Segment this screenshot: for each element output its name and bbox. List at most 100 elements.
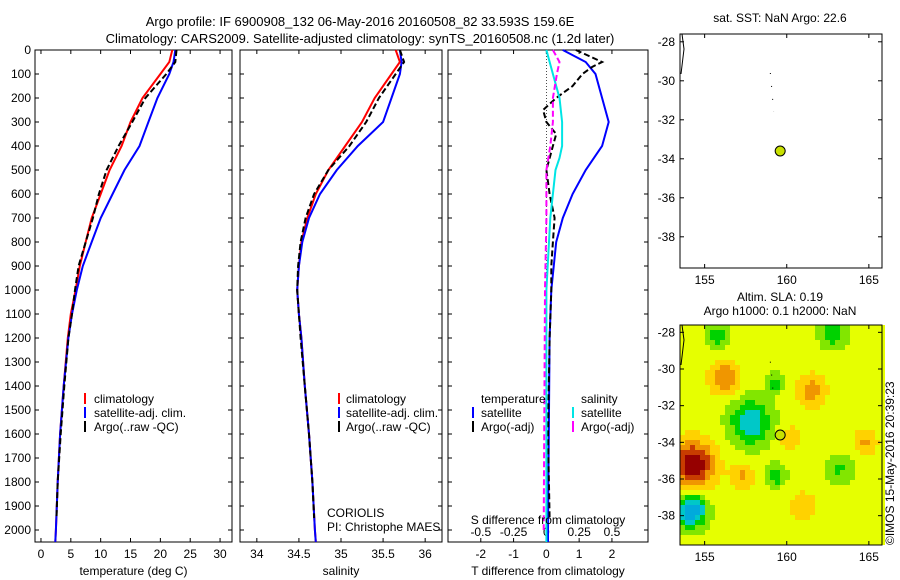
sla-cell xyxy=(775,540,780,545)
sla-cell xyxy=(690,355,695,360)
sla-cell xyxy=(680,510,685,515)
y-tick-label: 1700 xyxy=(4,451,31,465)
sla-cell xyxy=(755,375,760,380)
sla-cell xyxy=(790,365,795,370)
sla-cell xyxy=(705,505,710,510)
sla-cell xyxy=(830,420,835,425)
sla-cell xyxy=(680,535,685,540)
sla-cell xyxy=(825,365,830,370)
sla-cell xyxy=(760,540,765,545)
sla-cell xyxy=(855,485,860,490)
sla-cell xyxy=(725,430,730,435)
sla-cell xyxy=(725,515,730,520)
sla-cell xyxy=(685,480,690,485)
sla-cell xyxy=(680,360,685,365)
sla-cell xyxy=(705,330,710,335)
sla-cell xyxy=(720,445,725,450)
sla-cell xyxy=(810,360,815,365)
sla-cell xyxy=(765,385,770,390)
sla-cell xyxy=(875,385,880,390)
sla-cell xyxy=(770,490,775,495)
sla-cell xyxy=(850,335,855,340)
sla-cell xyxy=(685,460,690,465)
sla-cell xyxy=(830,330,835,335)
sla-cell xyxy=(685,525,690,530)
sla-cell xyxy=(750,445,755,450)
sla-cell xyxy=(700,445,705,450)
sla-cell xyxy=(690,420,695,425)
sla-cell xyxy=(870,340,875,345)
sla-cell xyxy=(865,370,870,375)
sla-cell xyxy=(845,360,850,365)
sla-cell xyxy=(815,500,820,505)
sla-cell xyxy=(695,530,700,535)
sla-cell xyxy=(855,355,860,360)
sla-cell xyxy=(865,335,870,340)
sla-cell xyxy=(805,490,810,495)
sla-cell xyxy=(715,380,720,385)
sla-cell xyxy=(730,485,735,490)
sla-cell xyxy=(740,380,745,385)
sla-cell xyxy=(815,525,820,530)
sla-cell xyxy=(805,530,810,535)
sla-cell xyxy=(825,355,830,360)
sla-cell xyxy=(715,445,720,450)
sla-cell xyxy=(840,490,845,495)
sla-cell xyxy=(755,510,760,515)
sla-cell xyxy=(740,520,745,525)
sla-cell xyxy=(875,535,880,540)
sla-cell xyxy=(875,380,880,385)
sla-cell xyxy=(700,345,705,350)
sla-cell xyxy=(850,515,855,520)
sla-cell xyxy=(750,335,755,340)
sla-cell xyxy=(820,440,825,445)
sla-cell xyxy=(775,505,780,510)
sla-cell xyxy=(875,435,880,440)
sla-cell xyxy=(735,540,740,545)
sla-cell xyxy=(715,360,720,365)
sla-cell xyxy=(800,490,805,495)
sla-cell xyxy=(865,415,870,420)
sla-cell xyxy=(705,365,710,370)
sla-cell xyxy=(835,520,840,525)
sla-cell xyxy=(830,395,835,400)
sla-cell xyxy=(740,535,745,540)
sla-cell xyxy=(715,355,720,360)
sla-cell xyxy=(715,325,720,330)
sla-cell xyxy=(760,330,765,335)
sla-cell xyxy=(740,415,745,420)
sla-cell xyxy=(765,430,770,435)
sla-cell xyxy=(835,345,840,350)
sla-cell xyxy=(875,495,880,500)
sla-cell xyxy=(720,450,725,455)
sla-cell xyxy=(715,490,720,495)
sla-cell xyxy=(860,500,865,505)
sla-cell xyxy=(730,490,735,495)
sla-cell xyxy=(835,420,840,425)
sla-cell xyxy=(735,415,740,420)
lat-tick-label: -36 xyxy=(658,191,676,205)
sla-cell xyxy=(860,520,865,525)
sla-cell xyxy=(855,510,860,515)
sla-cell xyxy=(680,415,685,420)
sla-cell xyxy=(795,525,800,530)
sla-cell xyxy=(800,400,805,405)
sla-cell xyxy=(850,435,855,440)
sla-cell xyxy=(805,355,810,360)
sla-cell xyxy=(865,340,870,345)
sla-cell xyxy=(695,520,700,525)
sla-cell xyxy=(780,465,785,470)
sla-cell xyxy=(725,415,730,420)
sla-cell xyxy=(795,425,800,430)
sla-cell xyxy=(760,395,765,400)
sla-cell xyxy=(740,515,745,520)
sla-cell xyxy=(730,350,735,355)
sla-cell xyxy=(710,475,715,480)
sla-cell xyxy=(815,350,820,355)
sla-cell xyxy=(725,480,730,485)
sla-cell xyxy=(825,430,830,435)
sla-cell xyxy=(850,380,855,385)
sla-cell xyxy=(760,505,765,510)
legend-label: Argo(-adj) xyxy=(581,420,634,434)
sla-cell xyxy=(680,430,685,435)
